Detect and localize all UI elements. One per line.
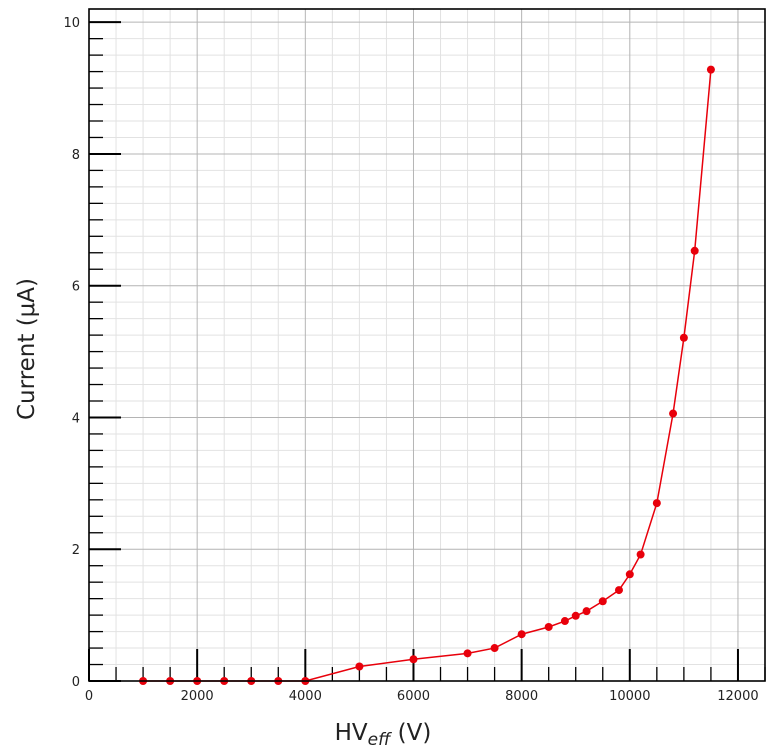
x-tick-label: 12000 (717, 689, 758, 704)
data-point (625, 570, 634, 579)
x-tick-labels: 0 2000 4000 6000 8000 10000 12000 (85, 689, 759, 704)
data-point (614, 586, 623, 595)
data-point (544, 622, 553, 631)
y-tick-label: 4 (72, 411, 80, 426)
data-point (571, 611, 580, 620)
y-tick-label: 0 (72, 675, 80, 690)
y-tick-labels: 0 2 4 6 8 10 (63, 16, 80, 690)
data-point (669, 409, 678, 418)
x-tick-label: 8000 (505, 689, 538, 704)
data-point (517, 630, 526, 639)
series-line (143, 69, 712, 682)
major-grid (88, 9, 765, 682)
plot-frame (88, 8, 766, 682)
data-point (409, 655, 418, 664)
y-tick-label: 6 (72, 280, 80, 295)
data-point (652, 499, 661, 508)
data-point (679, 333, 688, 342)
x-tick-label: 6000 (397, 689, 430, 704)
y-tick-label: 10 (63, 16, 80, 31)
data-point (355, 662, 364, 671)
data-point (690, 246, 699, 255)
data-point (706, 65, 715, 74)
y-tick-label: 8 (72, 148, 80, 163)
axis-ticks (88, 21, 766, 682)
minor-grid (89, 9, 766, 681)
y-axis-title: Current (μA) (14, 278, 40, 420)
data-point (560, 617, 569, 626)
data-point (598, 597, 607, 606)
data-point (636, 550, 645, 559)
x-axis-title-unit: (V) (390, 720, 431, 746)
x-axis-title-main: HV (335, 720, 368, 746)
data-point (490, 644, 499, 653)
y-tick-label: 2 (72, 543, 80, 558)
data-point (463, 649, 472, 658)
data-point (582, 607, 591, 616)
x-tick-label: 0 (85, 689, 93, 704)
x-axis-title-subscript: eff (368, 730, 392, 748)
x-tick-label: 4000 (289, 689, 322, 704)
x-axis-title: HVeff (V) (335, 720, 432, 748)
x-tick-label: 10000 (609, 689, 650, 704)
data-series (139, 65, 715, 685)
x-tick-label: 2000 (181, 689, 214, 704)
